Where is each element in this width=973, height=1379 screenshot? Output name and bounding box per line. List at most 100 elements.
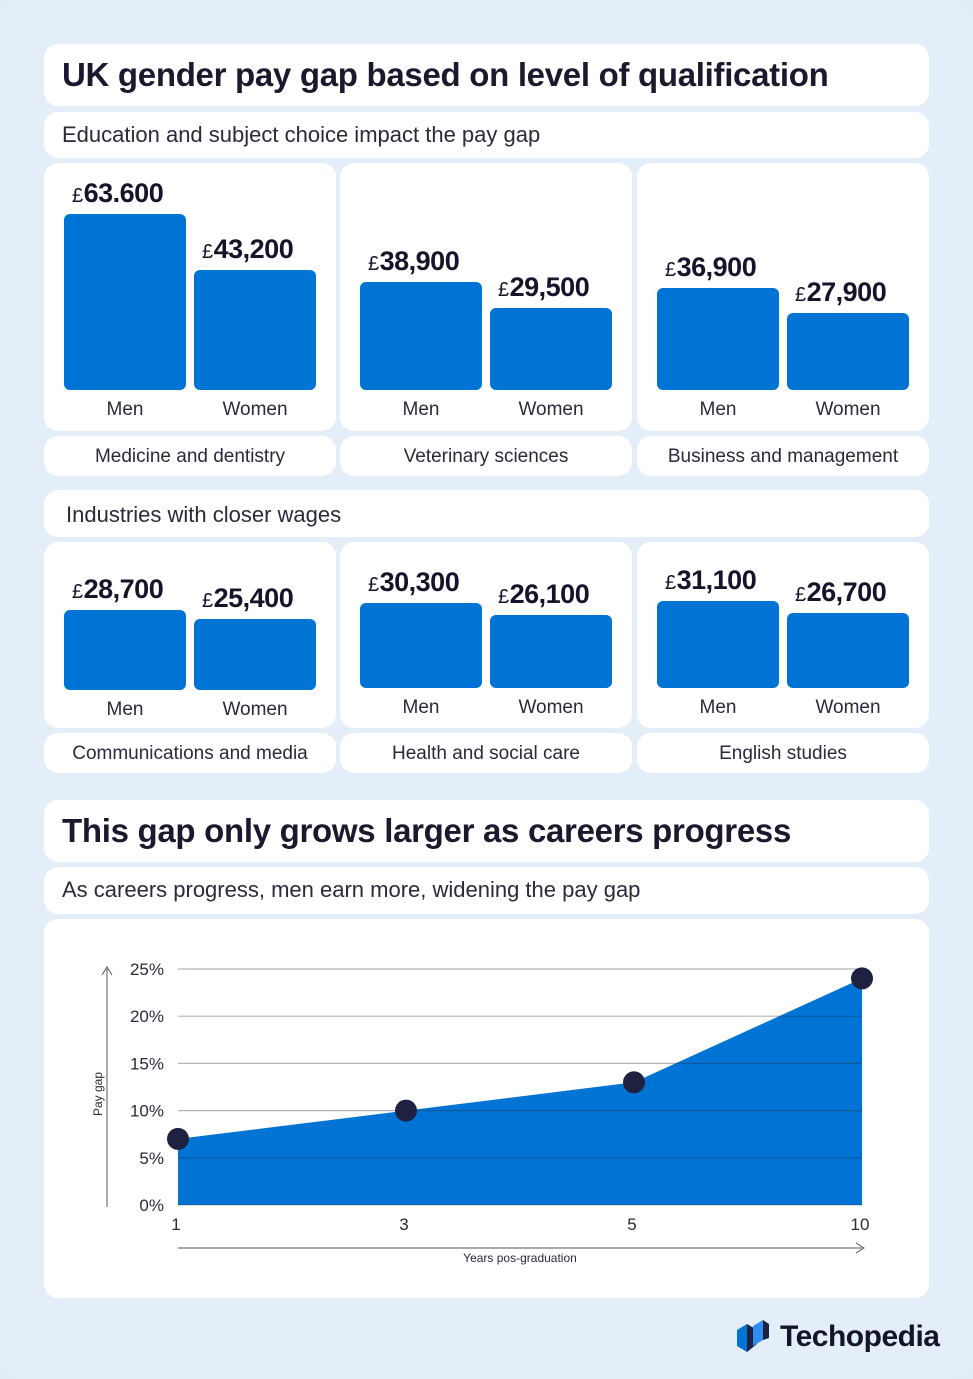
bar-category-label: Men bbox=[106, 399, 144, 420]
bar-category-label: Men bbox=[699, 697, 737, 718]
category-card-business: Business and management bbox=[637, 436, 929, 476]
currency-symbol: £ bbox=[202, 590, 213, 612]
techopedia-logo-icon bbox=[737, 1320, 769, 1352]
value-number: 38,900 bbox=[379, 246, 460, 276]
currency-symbol: £ bbox=[368, 574, 379, 596]
y-axis-title: Pay gap bbox=[91, 1072, 105, 1116]
subtitle-card: Education and subject choice impact the … bbox=[44, 112, 929, 158]
category-label: Veterinary sciences bbox=[403, 446, 569, 467]
currency-symbol: £ bbox=[665, 572, 676, 594]
bar-men bbox=[64, 214, 186, 390]
category-label: Medicine and dentistry bbox=[94, 446, 286, 467]
value-number: 26,700 bbox=[806, 577, 887, 607]
title-card-2: This gap only grows larger as careers pr… bbox=[44, 800, 929, 862]
bar-men bbox=[657, 288, 779, 390]
bar-card-veterinary: £38,900 Men £29,500 Women bbox=[340, 163, 632, 431]
bar-men bbox=[360, 282, 482, 390]
data-point bbox=[167, 1127, 189, 1150]
category-label: Communications and media bbox=[72, 743, 308, 764]
bar-women bbox=[787, 313, 909, 390]
currency-symbol: £ bbox=[795, 284, 806, 306]
currency-symbol: £ bbox=[72, 185, 83, 207]
currency-symbol: £ bbox=[795, 584, 806, 606]
data-point bbox=[395, 1099, 417, 1122]
section2-subtitle: Industries with closer wages bbox=[66, 502, 342, 527]
bar-women bbox=[490, 615, 612, 688]
data-point bbox=[851, 967, 873, 990]
subtitle-card-industries: Industries with closer wages bbox=[44, 490, 929, 537]
y-tick-label: 15% bbox=[130, 1054, 164, 1073]
page-title: UK gender pay gap based on level of qual… bbox=[62, 56, 829, 93]
bar-women bbox=[194, 270, 316, 390]
y-tick-label: 5% bbox=[139, 1149, 164, 1168]
x-tick-label: 5 bbox=[627, 1215, 636, 1234]
currency-symbol: £ bbox=[498, 279, 509, 301]
bar-men bbox=[64, 610, 186, 690]
bar-women bbox=[787, 613, 909, 688]
bar-category-label: Women bbox=[518, 399, 584, 420]
bar-category-label: Women bbox=[518, 697, 584, 718]
value-number: 26,100 bbox=[509, 579, 590, 609]
x-tick-label: 3 bbox=[399, 1215, 408, 1234]
bar-category-label: Women bbox=[815, 399, 881, 420]
pay-gap-area-chart: 0% 5% 10% 15% 20% 25% Pay gap Years pos-graduat… bbox=[91, 960, 873, 1265]
bar-value-label: £28,700 bbox=[72, 574, 164, 605]
value-number: 28,700 bbox=[83, 574, 164, 604]
bar-category-label: Men bbox=[106, 699, 144, 720]
bar-value-label: £26,700 bbox=[795, 577, 887, 608]
y-tick-label: 0% bbox=[139, 1196, 164, 1215]
section-subtitle: As careers progress, men earn more, wide… bbox=[62, 877, 641, 902]
category-card-veterinary: Veterinary sciences bbox=[340, 436, 632, 476]
bar-card-communications: £28,700 Men £25,400 Women bbox=[44, 542, 336, 728]
currency-symbol: £ bbox=[665, 259, 676, 281]
pay-gap-area bbox=[178, 978, 862, 1205]
title-card: UK gender pay gap based on level of qual… bbox=[44, 44, 929, 106]
bar-value-label: £30,300 bbox=[368, 567, 460, 598]
bar-value-label: £27,900 bbox=[795, 277, 887, 308]
value-number: 30,300 bbox=[379, 567, 460, 597]
bar-value-label: £26,100 bbox=[498, 579, 590, 610]
bar-value-label: £63.600 bbox=[72, 178, 164, 209]
bar-category-label: Men bbox=[402, 697, 440, 718]
category-label: Health and social care bbox=[392, 743, 580, 764]
category-card-medicine: Medicine and dentistry bbox=[44, 436, 336, 476]
currency-symbol: £ bbox=[202, 241, 213, 263]
bar-women bbox=[490, 308, 612, 390]
bar-card-medicine: £63.600 Men £43,200 Women bbox=[44, 163, 336, 431]
section-title: This gap only grows larger as careers pr… bbox=[62, 812, 791, 849]
value-number: 29,500 bbox=[509, 272, 590, 302]
y-tick-label: 20% bbox=[130, 1007, 164, 1026]
bar-category-label: Men bbox=[699, 399, 737, 420]
category-card-health: Health and social care bbox=[340, 733, 632, 773]
bar-men bbox=[360, 603, 482, 688]
value-number: 25,400 bbox=[213, 583, 294, 613]
bar-value-label: £25,400 bbox=[202, 583, 294, 614]
bar-card-english: £31,100 Men £26,700 Women bbox=[637, 542, 929, 728]
category-label: Business and management bbox=[667, 446, 899, 467]
bar-category-label: Women bbox=[222, 399, 288, 420]
bar-category-label: Women bbox=[222, 699, 288, 720]
bar-value-label: £29,500 bbox=[498, 272, 590, 303]
bar-women bbox=[194, 619, 316, 690]
value-number: 43,200 bbox=[213, 234, 294, 264]
area-chart-card: 0% 5% 10% 15% 20% 25% Pay gap Years pos-graduat… bbox=[44, 919, 929, 1298]
x-tick-label: 1 bbox=[171, 1215, 180, 1234]
subtitle-card-2: As careers progress, men earn more, wide… bbox=[44, 867, 929, 914]
bar-category-label: Women bbox=[815, 697, 881, 718]
y-tick-label: 10% bbox=[130, 1102, 164, 1121]
value-number: 31,100 bbox=[676, 565, 757, 595]
x-axis-title: Years pos-graduation bbox=[463, 1251, 577, 1265]
bar-value-label: £38,900 bbox=[368, 246, 460, 277]
currency-symbol: £ bbox=[72, 581, 83, 603]
bar-card-health: £30,300 Men £26,100 Women bbox=[340, 542, 632, 728]
value-number: 63.600 bbox=[83, 178, 164, 208]
x-tick-label: 10 bbox=[851, 1215, 870, 1234]
bar-men bbox=[657, 601, 779, 688]
brand-name: Techopedia bbox=[780, 1320, 940, 1353]
data-point bbox=[623, 1071, 645, 1094]
bar-value-label: £31,100 bbox=[665, 565, 757, 596]
category-card-english: English studies bbox=[637, 733, 929, 773]
currency-symbol: £ bbox=[368, 253, 379, 275]
bar-card-business: £36,900 Men £27,900 Women bbox=[637, 163, 929, 431]
